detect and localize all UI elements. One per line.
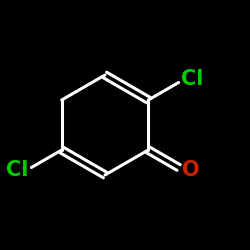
Text: Cl: Cl [181,69,204,89]
Text: Cl: Cl [6,160,29,180]
Text: O: O [182,160,200,180]
